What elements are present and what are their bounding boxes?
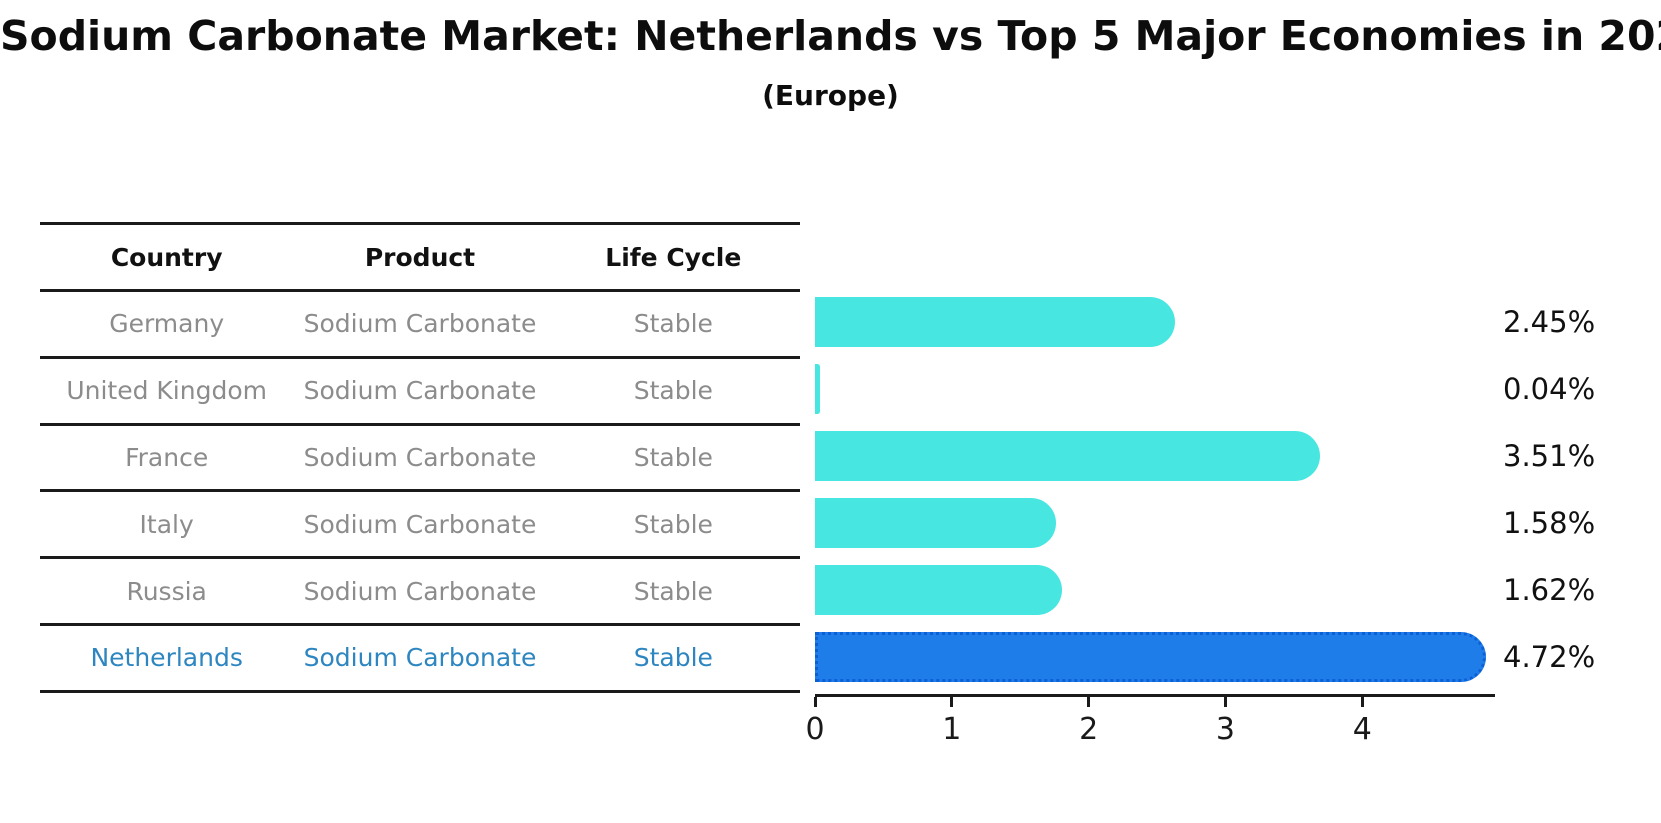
x-tick [1223, 697, 1227, 707]
cell-country: France [125, 442, 209, 472]
column-header-country: Country [110, 242, 223, 272]
x-tick [1087, 697, 1091, 707]
bar-italy [815, 497, 1057, 548]
table-row-russia: Russia Sodium Carbonate Stable [40, 559, 800, 626]
cell-life-cycle: Stable [633, 376, 713, 406]
x-tick-label: 1 [942, 712, 962, 747]
cell-country: United Kingdom [66, 376, 267, 406]
cell-life-cycle: Stable [633, 576, 713, 606]
cell-life-cycle: Stable [633, 309, 713, 339]
x-tick-label: 4 [1352, 712, 1372, 747]
bar-netherlands [815, 631, 1486, 682]
x-tick-label: 2 [1079, 712, 1099, 747]
table-row-germany: Germany Sodium Carbonate Stable [40, 292, 800, 359]
country-table: Country Product Life Cycle Germany Sodiu… [40, 222, 800, 693]
cell-product: Sodium Carbonate [303, 376, 537, 406]
table-header-row: Country Product Life Cycle [40, 225, 800, 292]
bar-russia [815, 564, 1062, 615]
chart-title: Sodium Carbonate Market: Netherlands vs … [0, 12, 1661, 60]
cell-product: Sodium Carbonate [303, 643, 537, 673]
cell-life-cycle: Stable [633, 643, 713, 673]
table-row-italy: Italy Sodium Carbonate Stable [40, 492, 800, 560]
x-tick [950, 697, 954, 707]
x-tick-label: 0 [805, 712, 825, 747]
column-header-product: Product [364, 242, 476, 272]
value-label-france: 3.51% [1503, 439, 1596, 474]
cell-life-cycle: Stable [633, 442, 713, 472]
bar-germany [815, 297, 1176, 348]
bar-france [815, 431, 1321, 482]
bar-united-kingdom [815, 364, 821, 415]
column-header-life-cycle: Life Cycle [605, 242, 742, 272]
cell-product: Sodium Carbonate [303, 576, 537, 606]
x-axis-line [815, 694, 1495, 697]
x-tick [1360, 697, 1364, 707]
cell-country: Russia [126, 576, 207, 606]
value-label-united-kingdom: 0.04% [1503, 372, 1596, 407]
cell-life-cycle: Stable [633, 509, 713, 539]
cell-product: Sodium Carbonate [303, 309, 537, 339]
value-label-germany: 2.45% [1503, 305, 1596, 340]
cell-country: Netherlands [90, 643, 243, 673]
table-row-france: France Sodium Carbonate Stable [40, 426, 800, 493]
value-label-italy: 1.58% [1503, 505, 1596, 540]
cell-product: Sodium Carbonate [303, 509, 537, 539]
cell-country: Germany [109, 309, 225, 339]
value-label-russia: 1.62% [1503, 572, 1596, 607]
table-row-united-kingdom: United Kingdom Sodium Carbonate Stable [40, 359, 800, 426]
value-label-netherlands: 4.72% [1503, 639, 1596, 674]
table-row-netherlands: Netherlands Sodium Carbonate Stable [40, 626, 800, 693]
cell-product: Sodium Carbonate [303, 442, 537, 472]
chart-subtitle: (Europe) [762, 79, 899, 112]
x-tick-label: 3 [1215, 712, 1235, 747]
x-tick [813, 697, 817, 707]
cell-country: Italy [139, 509, 194, 539]
